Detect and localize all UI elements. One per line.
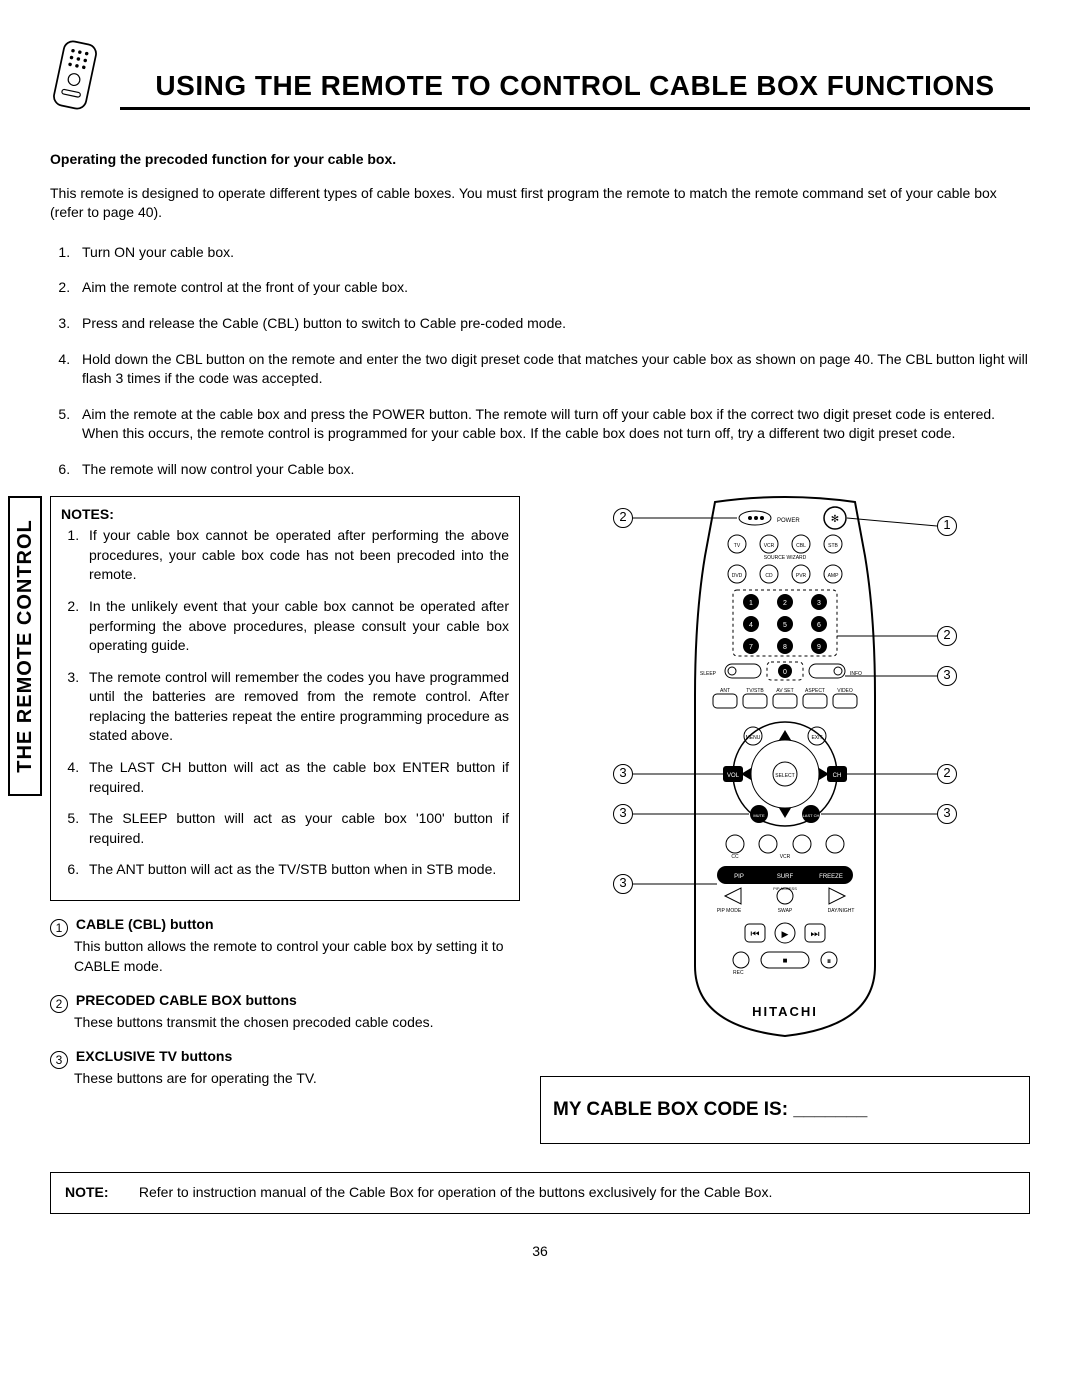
svg-text:SWAP: SWAP (778, 908, 793, 914)
svg-text:■: ■ (783, 956, 788, 965)
bottom-note: NOTE: Refer to instruction manual of the… (50, 1172, 1030, 1214)
note-item: The remote control will remember the cod… (83, 668, 509, 746)
note-item: If your cable box cannot be operated aft… (83, 526, 509, 585)
def-title: PRECODED CABLE BOX buttons (76, 992, 297, 1008)
side-tab: THE REMOTE CONTROL (8, 496, 42, 796)
remote-svg: POWER ✻ TV VCR CBL STB SOURCE WIZARD DVD CD P… (605, 496, 965, 1056)
svg-text:CH: CH (833, 773, 842, 779)
callout-2: 2 (937, 626, 957, 646)
svg-text:4: 4 (749, 622, 753, 629)
bottom-note-text: Refer to instruction manual of the Cable… (139, 1184, 772, 1200)
notes-box: NOTES: If your cable box cannot be opera… (50, 496, 520, 902)
step-item: Turn ON your cable box. (74, 243, 1030, 263)
notes-heading: NOTES: (61, 505, 509, 525)
svg-text:MUTE: MUTE (753, 813, 765, 818)
svg-text:2: 2 (783, 600, 787, 607)
svg-text:9: 9 (817, 644, 821, 651)
svg-text:▶: ▶ (782, 929, 789, 939)
remote-icon (50, 40, 100, 110)
svg-text:MENU: MENU (746, 735, 761, 741)
svg-text:CBL: CBL (796, 543, 806, 549)
bottom-note-label: NOTE: (65, 1183, 135, 1203)
def-title: EXCLUSIVE TV buttons (76, 1048, 232, 1064)
svg-text:VCR: VCR (764, 543, 775, 549)
callout-3: 3 (613, 804, 633, 824)
svg-text:AMP: AMP (828, 573, 840, 579)
step-item: Aim the remote at the cable box and pres… (74, 405, 1030, 444)
svg-text:STB: STB (828, 543, 838, 549)
callout-3: 3 (613, 764, 633, 784)
step-item: The remote will now control your Cable b… (74, 460, 1030, 480)
def-num-icon: 1 (50, 919, 68, 937)
svg-text:0: 0 (783, 669, 787, 676)
callout-3: 3 (937, 666, 957, 686)
svg-text:6: 6 (817, 622, 821, 629)
svg-text:⏮: ⏮ (751, 929, 760, 940)
svg-text:FREEZE: FREEZE (819, 874, 843, 880)
page-header: USING THE REMOTE TO CONTROL CABLE BOX FU… (50, 40, 1030, 110)
section-subtitle: Operating the precoded function for your… (50, 150, 1030, 170)
def-num-icon: 3 (50, 1051, 68, 1069)
svg-text:5: 5 (783, 622, 787, 629)
svg-text:SELECT: SELECT (775, 773, 794, 779)
svg-text:ANT: ANT (720, 688, 730, 694)
callout-2: 2 (613, 508, 633, 528)
svg-text:ASPECT: ASPECT (805, 688, 825, 694)
page-title: USING THE REMOTE TO CONTROL CABLE BOX FU… (120, 66, 1030, 110)
svg-text:PVR: PVR (796, 573, 807, 579)
note-item: The LAST CH button will act as the cable… (83, 758, 509, 797)
step-item: Hold down the CBL button on the remote a… (74, 350, 1030, 389)
callout-2: 2 (937, 764, 957, 784)
svg-text:HITACHI: HITACHI (752, 1004, 818, 1019)
def-num-icon: 2 (50, 995, 68, 1013)
svg-text:CC: CC (731, 854, 739, 860)
svg-text:VIDEO: VIDEO (837, 688, 853, 694)
callout-3: 3 (613, 874, 633, 894)
svg-text:SLEEP: SLEEP (700, 671, 717, 677)
note-item: The SLEEP button will act as your cable … (83, 809, 509, 848)
svg-text:⏸: ⏸ (827, 956, 832, 966)
svg-text:POWER: POWER (777, 518, 800, 524)
svg-text:CD: CD (765, 573, 773, 579)
definitions: 1 CABLE (CBL) button This button allows … (50, 915, 520, 1089)
section-intro: This remote is designed to operate diffe… (50, 184, 1030, 223)
svg-text:1: 1 (749, 600, 753, 607)
svg-text:TV/STB: TV/STB (746, 688, 764, 694)
svg-text:REC: REC (733, 970, 744, 976)
svg-text:AV SET: AV SET (776, 688, 793, 694)
svg-text:DVD: DVD (732, 573, 743, 579)
callout-1: 1 (937, 516, 957, 536)
svg-text:DAY/NIGHT: DAY/NIGHT (828, 908, 855, 914)
svg-text:TV: TV (734, 543, 741, 549)
svg-text:7: 7 (749, 644, 753, 651)
code-box: MY CABLE BOX CODE IS: _______ (540, 1076, 1030, 1145)
steps-list: Turn ON your cable box. Aim the remote c… (50, 243, 1030, 480)
svg-text:3: 3 (817, 600, 821, 607)
svg-text:LAST CH: LAST CH (803, 813, 820, 818)
svg-text:✻: ✻ (831, 514, 839, 525)
def-body: This button allows the remote to control… (74, 937, 520, 976)
svg-text:SOURCE WIZARD: SOURCE WIZARD (764, 555, 807, 561)
step-item: Press and release the Cable (CBL) button… (74, 314, 1030, 334)
svg-text:PIP: PIP (734, 874, 744, 880)
def-body: These buttons are for operating the TV. (74, 1069, 520, 1089)
page-number: 36 (50, 1242, 1030, 1262)
note-item: In the unlikely event that your cable bo… (83, 597, 509, 656)
remote-diagram: POWER ✻ TV VCR CBL STB SOURCE WIZARD DVD CD P… (605, 496, 965, 1056)
svg-text:VOL: VOL (727, 773, 740, 779)
svg-text:SURF: SURF (777, 874, 794, 880)
note-item: The ANT button will act as the TV/STB bu… (83, 860, 509, 880)
svg-text:8: 8 (783, 644, 787, 651)
callout-3: 3 (937, 804, 957, 824)
side-tab-label: THE REMOTE CONTROL (11, 519, 39, 773)
def-body: These buttons transmit the chosen precod… (74, 1013, 520, 1033)
svg-text:⏭: ⏭ (811, 929, 820, 940)
def-title: CABLE (CBL) button (76, 916, 214, 932)
svg-text:VCR: VCR (780, 854, 791, 860)
svg-text:EXIT: EXIT (811, 735, 822, 741)
svg-text:PIP ACCESS: PIP ACCESS (773, 886, 797, 891)
step-item: Aim the remote control at the front of y… (74, 278, 1030, 298)
svg-text:PIP MODE: PIP MODE (717, 908, 742, 914)
